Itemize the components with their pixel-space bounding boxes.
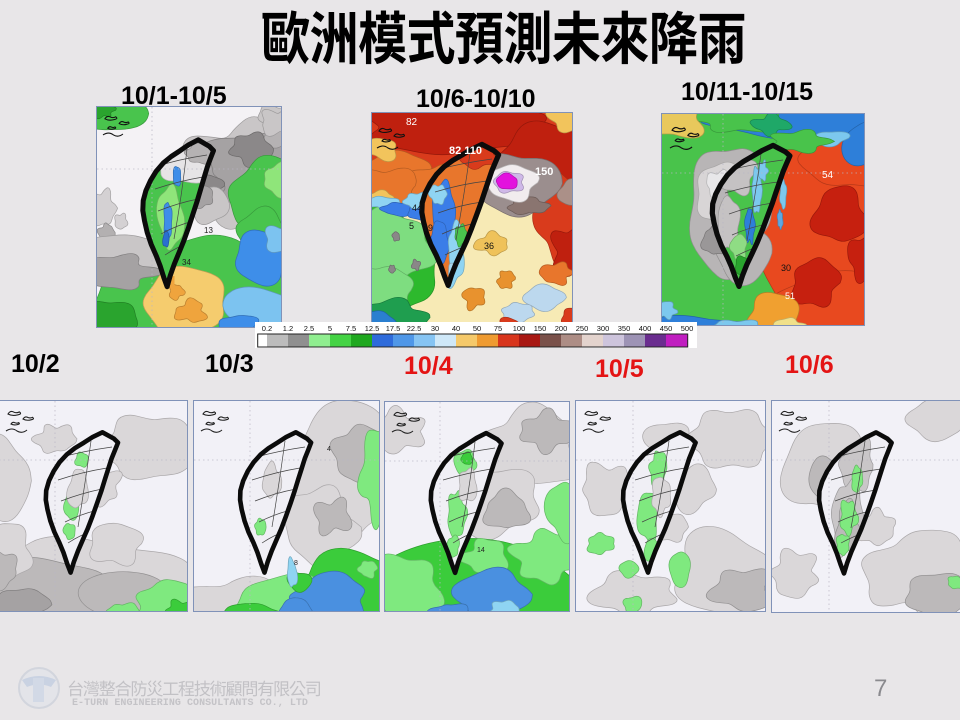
svg-text:40: 40 — [452, 324, 460, 333]
svg-text:75: 75 — [494, 324, 502, 333]
svg-text:12.5: 12.5 — [365, 324, 380, 333]
svg-text:34: 34 — [182, 258, 191, 267]
svg-text:22.5: 22.5 — [407, 324, 422, 333]
svg-text:200: 200 — [555, 324, 568, 333]
svg-text:30: 30 — [781, 263, 791, 273]
svg-text:300: 300 — [597, 324, 610, 333]
svg-text:350: 350 — [618, 324, 631, 333]
svg-text:0.2: 0.2 — [262, 324, 272, 333]
svg-text:54: 54 — [822, 170, 834, 181]
svg-text:36: 36 — [484, 241, 494, 251]
svg-text:44: 44 — [412, 203, 422, 213]
svg-text:5: 5 — [328, 324, 332, 333]
svg-text:4: 4 — [327, 446, 331, 453]
svg-text:450: 450 — [660, 324, 673, 333]
svg-text:13: 13 — [204, 226, 213, 235]
svg-text:50: 50 — [473, 324, 481, 333]
svg-text:82 110: 82 110 — [449, 145, 482, 157]
svg-text:7.5: 7.5 — [346, 324, 356, 333]
svg-text:8: 8 — [294, 560, 298, 567]
svg-text:82: 82 — [406, 117, 418, 128]
svg-text:14: 14 — [477, 547, 485, 554]
svg-text:250: 250 — [576, 324, 589, 333]
svg-text:400: 400 — [639, 324, 652, 333]
svg-text:500: 500 — [681, 324, 693, 333]
svg-text:17.5: 17.5 — [386, 324, 401, 333]
svg-text:100: 100 — [513, 324, 526, 333]
svg-text:30: 30 — [431, 324, 439, 333]
svg-text:2.5: 2.5 — [304, 324, 314, 333]
svg-text:150: 150 — [535, 166, 553, 178]
svg-text:150: 150 — [534, 324, 547, 333]
svg-text:5: 5 — [409, 221, 414, 231]
svg-text:1.2: 1.2 — [283, 324, 293, 333]
svg-text:19: 19 — [423, 223, 433, 233]
svg-text:51: 51 — [785, 291, 795, 301]
